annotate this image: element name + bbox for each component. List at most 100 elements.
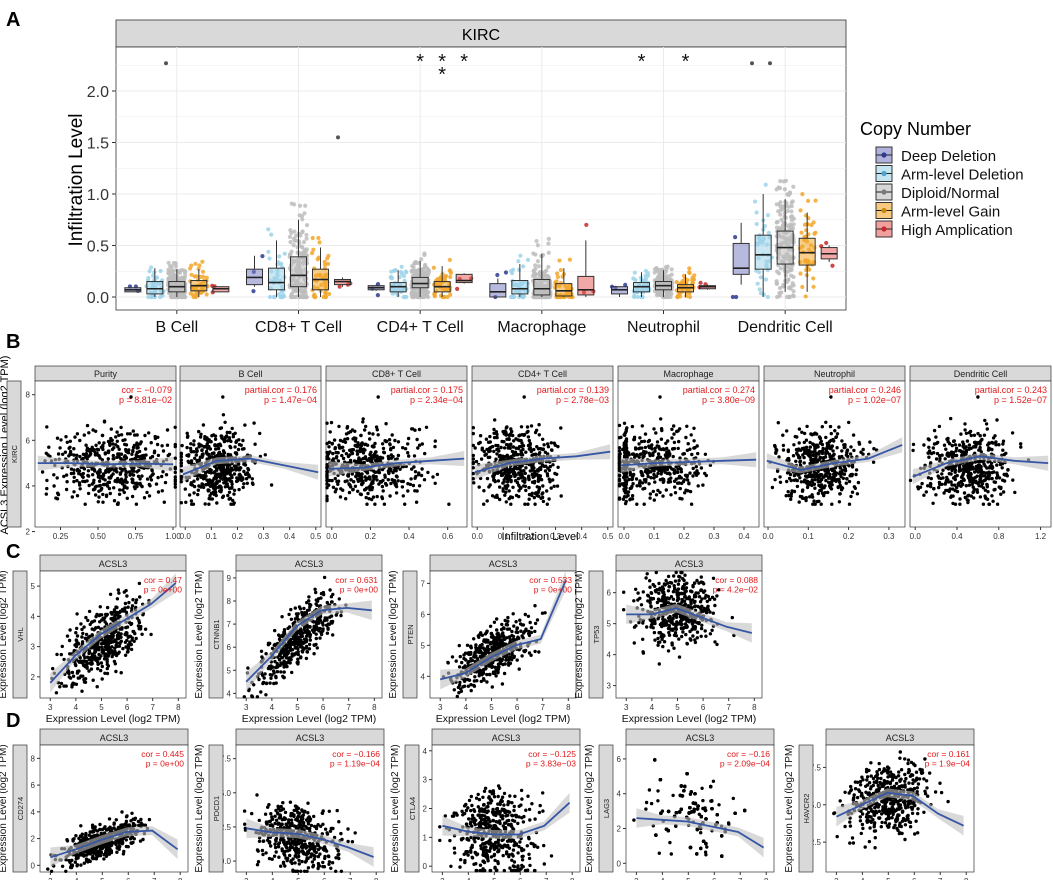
panel-b-facet-point [617,446,622,450]
panel-b-facet-point [417,427,422,432]
panel-a-point [555,274,561,280]
panel-b-facet-point [81,452,86,456]
panel-b-facet-point [131,445,136,450]
panel-b-facet-point [516,446,521,451]
panel-b-facet-point [208,494,212,498]
panel-b-facet-point [166,453,170,458]
panel-b-facet-point [802,448,806,452]
panel-b-facet-point [840,449,844,453]
panel-b-facet-point [173,442,177,447]
panel-b-facet-point [56,491,60,495]
panel-b-facet-point [65,480,69,484]
panel-b-facet-point [549,441,553,445]
panel-a-significance-star: * [438,51,446,73]
panel-a-point [813,198,818,203]
panel-b-facet-point [140,474,144,478]
panel-b-facet-point [672,432,676,436]
panel-a-point [787,191,792,196]
panel-b-facet-point [824,420,828,424]
panel-b-facet-point [527,485,531,490]
panel-b-facet-point [412,454,417,458]
panel-b-facet-point [542,443,546,447]
panel-a-point [422,251,427,256]
panel-a-point [423,293,428,299]
panel-b-facet-point [348,453,352,457]
panel-b-facet-point [520,441,524,445]
panel-b-facet-point [694,465,698,469]
panel-b-facet-xtick-label: 0.0 [326,532,338,541]
panel-b-facet-point [115,455,120,459]
panel-a-legend-swatch-dot [881,189,887,195]
panel-b-facet-point [793,434,797,439]
panel-b-facet-point [482,489,486,493]
panel-a-gridlines [116,65,846,298]
panel-b-facet-point [808,472,812,476]
panel-b-facet-point [622,495,627,499]
panel-b-facet-point [245,472,249,476]
panel-b-facet-point [827,476,831,480]
panel-b-facet-point [490,444,495,449]
panel-b-facet-point [345,426,349,430]
panel-b-facet-point [236,478,240,482]
panel-b-facet-point [395,466,400,470]
panel-b-facet-point [809,432,813,436]
panel-b-facet-point [688,471,692,475]
panel-b-facet-point [326,451,331,456]
panel-b-facet-point [245,481,249,485]
panel-b-facet-point [355,452,360,456]
panel-b-facet-point [156,490,161,494]
panel-a-point [201,274,206,279]
panel-b-facet-point [686,442,690,446]
panel-b-facet-point [511,485,515,489]
panel-b-facet-point [684,435,688,440]
panel-a-point [448,274,453,280]
panel-b-facet-point [819,483,824,487]
panel-b-facet-point [673,491,678,495]
panel-a-point [293,233,299,239]
panel-a-point [294,238,299,243]
panel-b-facet-point [517,494,521,499]
panel-b-facet-point [842,443,846,447]
panel-a-point [763,277,769,282]
panel-b-facet-point [545,489,549,493]
panel-b-facet-point [219,467,223,472]
panel-b-facet-point [135,470,139,474]
panel-a-point [766,230,771,236]
panel-b-facet-point [338,495,343,499]
panel-b-facet-point [629,486,633,490]
panel-b-facet-point [829,457,833,461]
panel-b-facet-point [813,502,817,506]
panel-b-facet-point [263,453,267,457]
panel-a-point [778,266,783,271]
panel-a-point [322,259,327,264]
panel-b-facet-point [523,478,527,482]
panel-b-facet-point [220,495,225,500]
panel-b-facet-point [496,443,500,448]
panel-a-point [288,228,293,233]
panel-b-facet-point [664,488,668,492]
panel-a-point [635,294,640,300]
panel-b-facet-point [807,448,811,452]
panel-b-facet-point [351,487,355,492]
panel-b-facet-point [539,477,543,481]
panel-b-facet-point [371,432,375,436]
panel-a-point [266,227,271,232]
panel-b-facet-point [479,457,484,461]
panel-a-point [778,200,783,205]
panel-a-point [189,272,194,277]
panel-b-facet-point [130,494,135,499]
panel-b-facet-point [359,458,363,462]
panel-b-facet-point [624,446,628,450]
panel-b-facet-point [778,480,783,484]
panel-b-facet-point [165,443,170,447]
panel-b-facet-point [781,443,786,448]
panel-a-point [533,271,538,277]
panel-b-facet-p: p = 8.81e−02 [119,395,172,405]
panel-a-point [402,278,407,283]
panel-b-facet-point [827,452,832,456]
panel-b-facet-point [640,446,644,450]
panel-a-point [765,294,770,300]
panel-b-facet-point [643,432,648,436]
panel-b-facet-point [524,488,528,493]
panel-b-facet-point [630,424,635,429]
